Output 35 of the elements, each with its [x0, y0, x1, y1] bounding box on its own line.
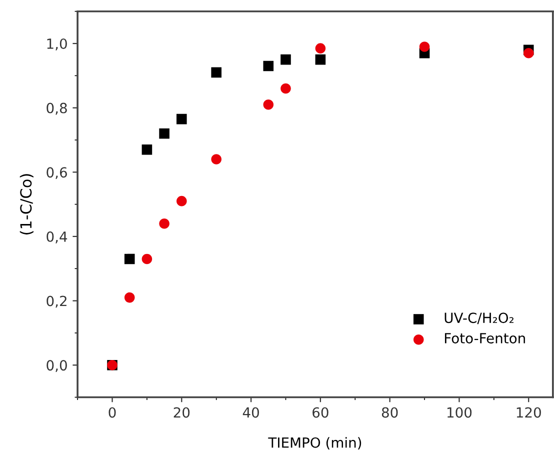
y-tick-label: 0,2 — [46, 296, 66, 308]
legend-label: Foto-Fenton — [444, 333, 525, 344]
point — [211, 67, 222, 78]
legend-label: UV-C/H₂O₂ — [444, 312, 514, 324]
y-tick-label: 0,8 — [46, 102, 67, 115]
x-axis-title: TIEMPO (min) — [268, 437, 362, 450]
point — [159, 218, 170, 229]
x-tick-label: 100 — [447, 407, 472, 418]
point — [124, 254, 135, 264]
y-tick-label: 0,4 — [46, 231, 68, 244]
point — [263, 60, 274, 72]
point — [280, 54, 291, 65]
point — [176, 114, 187, 124]
point — [142, 144, 152, 155]
point — [263, 99, 274, 110]
point — [211, 154, 222, 164]
x-tick-label: 40 — [242, 407, 259, 418]
x-tick-label: 60 — [312, 407, 328, 418]
point — [142, 254, 152, 264]
x-tick-label: 0 — [108, 407, 116, 418]
y-tick-label: 0,6 — [46, 167, 67, 180]
point — [523, 48, 534, 58]
point — [176, 196, 187, 206]
point — [315, 54, 326, 65]
point — [280, 83, 291, 94]
point — [159, 128, 170, 139]
x-tick-label: 120 — [516, 407, 541, 418]
point — [124, 292, 135, 303]
y-axis-title: (1-C/Co) — [20, 174, 34, 234]
x-tick-label: 20 — [174, 407, 190, 418]
x-tick-label: 80 — [382, 407, 398, 418]
point — [315, 43, 326, 54]
y-tick-label: 1,0 — [47, 38, 67, 50]
y-tick-label: 0,0 — [46, 360, 67, 372]
point — [419, 42, 430, 52]
